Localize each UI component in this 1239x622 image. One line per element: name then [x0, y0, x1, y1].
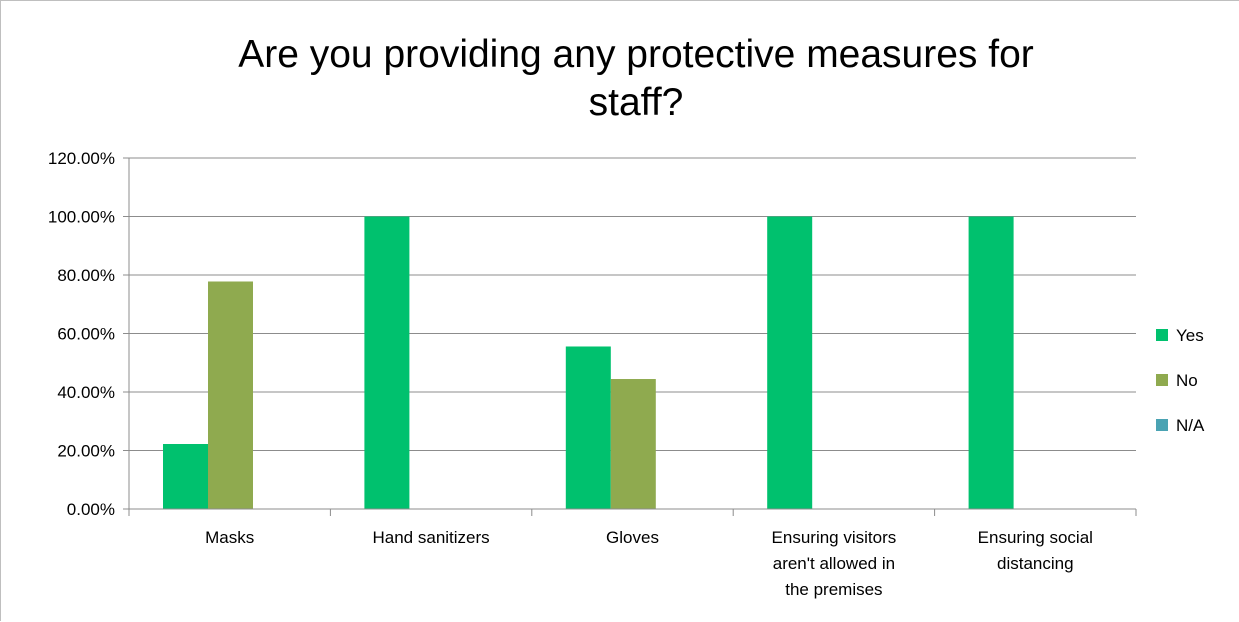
x-category-label: Ensuring visitors — [772, 528, 897, 547]
y-tick-label: 40.00% — [57, 383, 115, 402]
x-category-label: Masks — [205, 528, 254, 547]
bar-no-2 — [610, 379, 656, 509]
x-category-label: the premises — [785, 580, 882, 599]
chart-title: Are you providing any protective measure… — [131, 31, 1141, 127]
x-category-label: Ensuring social — [978, 528, 1093, 547]
y-tick-label: 120.00% — [48, 149, 115, 168]
legend-label: Yes — [1176, 326, 1204, 345]
bar-yes-2 — [565, 346, 611, 509]
legend-label: N/A — [1176, 416, 1205, 435]
bar-yes-4 — [968, 216, 1014, 509]
y-tick-label: 0.00% — [67, 500, 115, 519]
y-tick-label: 60.00% — [57, 325, 115, 344]
legend-swatch-yes — [1156, 329, 1168, 341]
bar-no-0 — [208, 281, 253, 509]
legend-swatch-no — [1156, 374, 1168, 386]
x-category-label: Gloves — [606, 528, 659, 547]
legend-swatch-na — [1156, 419, 1168, 431]
x-category-label: Hand sanitizers — [373, 528, 490, 547]
legend-label: No — [1176, 371, 1198, 390]
chart-title-line-2: staff? — [588, 81, 684, 124]
x-category-label: distancing — [997, 554, 1074, 573]
y-tick-label: 20.00% — [57, 442, 115, 461]
bar-yes-3 — [767, 216, 813, 509]
x-category-label: aren't allowed in — [773, 554, 895, 573]
y-tick-label: 100.00% — [48, 208, 115, 227]
chart-title-line-1: Are you providing any protective measure… — [238, 33, 1034, 76]
bar-yes-1 — [364, 216, 410, 509]
y-tick-label: 80.00% — [57, 266, 115, 285]
bar-yes-0 — [163, 444, 208, 509]
